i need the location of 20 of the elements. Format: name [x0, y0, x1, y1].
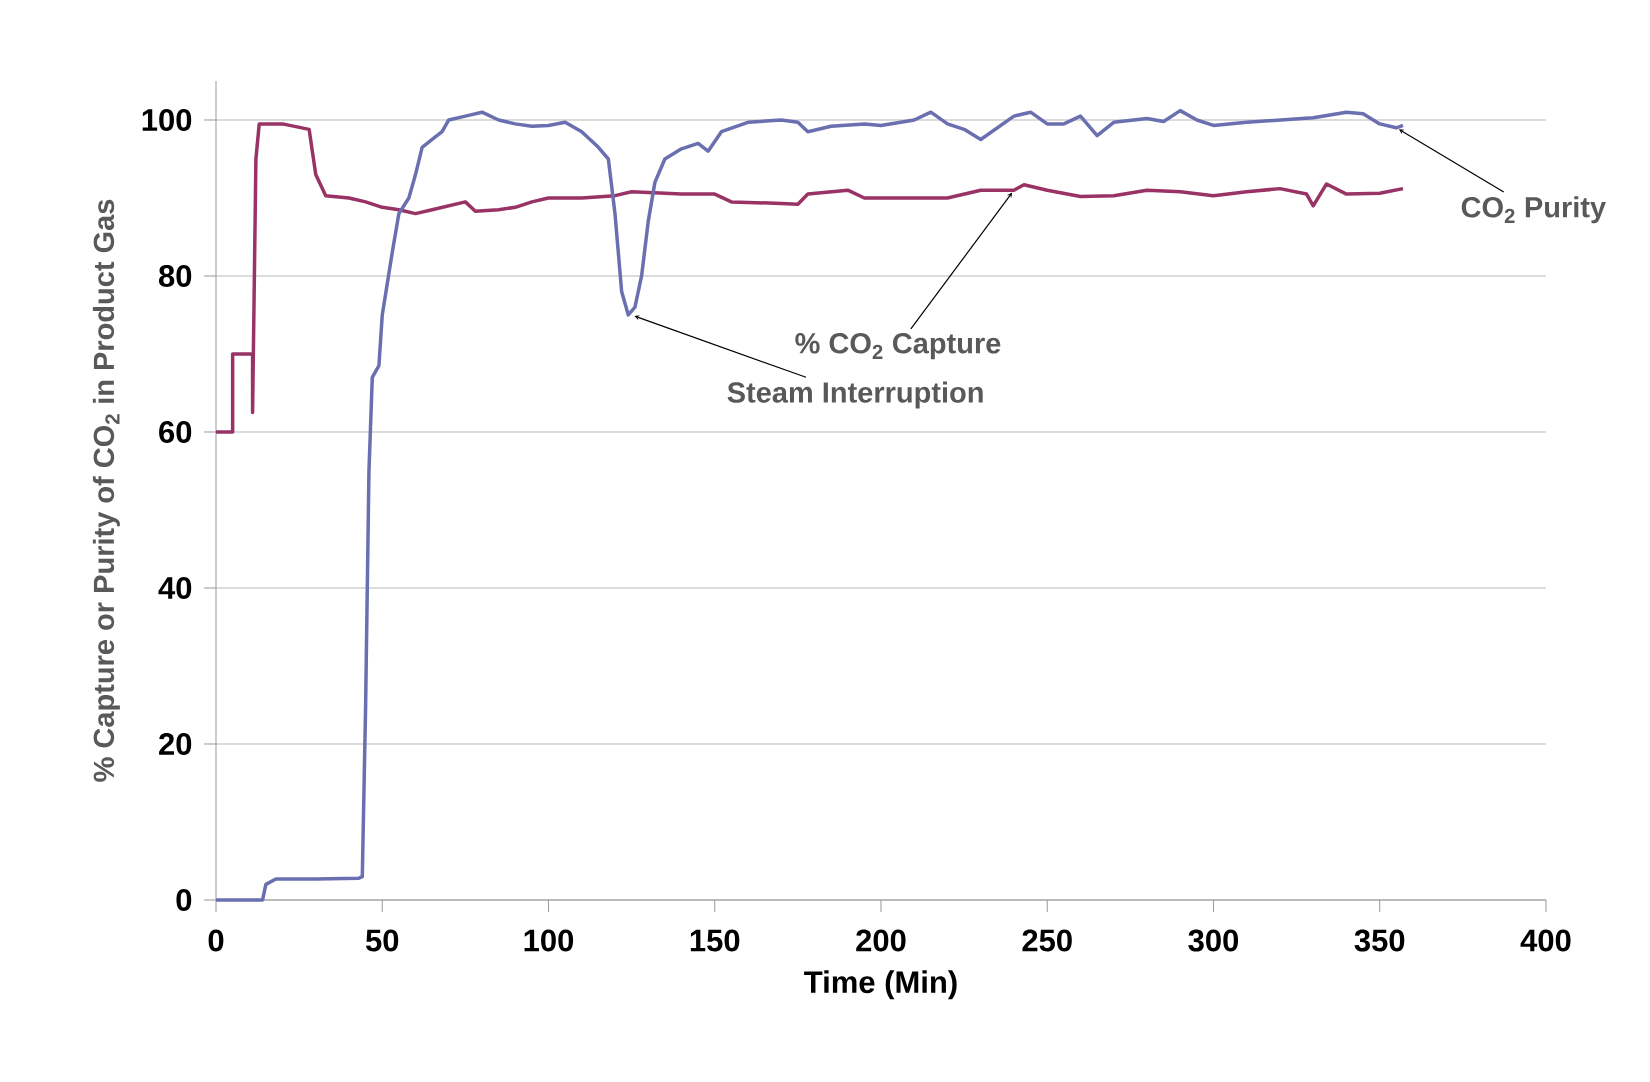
x-tick-label: 400 — [1520, 929, 1571, 952]
y-tick-label: 60 — [159, 421, 192, 443]
annotation: CO$_{2}$ Purity — [1461, 196, 1606, 224]
y-tick-label: 40 — [158, 577, 192, 599]
x-tick-label: 50 — [365, 929, 399, 952]
x-tick-label: 250 — [1022, 929, 1072, 952]
x-axis-title: Time (Min) — [804, 970, 957, 1000]
x-tick-label: 300 — [1188, 929, 1239, 952]
y-tick-label: 80 — [158, 265, 192, 287]
y-tick-label: 100 — [142, 109, 192, 131]
x-tick-label: 100 — [524, 929, 574, 952]
x-tick-label: 350 — [1354, 929, 1405, 952]
annotation: % CO$_{2}$ Capture — [795, 333, 1001, 360]
y-tick-label: 0 — [176, 889, 192, 911]
y-tick-label: 20 — [159, 733, 192, 755]
x-tick-label: 150 — [690, 929, 740, 952]
y-axis-title: % Capture or Purity of CO$_{2}$ in Product Gas — [92, 199, 120, 782]
x-tick-label: 0 — [208, 929, 224, 952]
annotation: Steam Interruption — [727, 381, 983, 409]
x-tick-label: 200 — [856, 929, 906, 952]
